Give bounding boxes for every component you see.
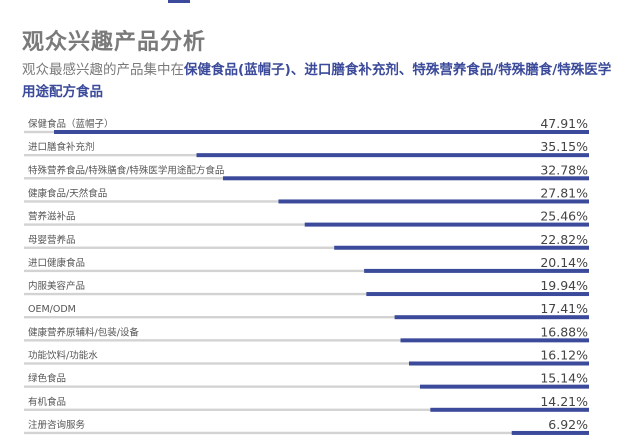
- category-label-0: 保健食品（蓝帽子）: [28, 118, 114, 130]
- bar-5: [334, 245, 589, 250]
- value-label-0: 47.91%: [540, 116, 588, 131]
- value-label-10: 16.12%: [540, 348, 588, 363]
- value-label-7: 19.94%: [540, 278, 588, 293]
- value-label-6: 20.14%: [540, 255, 588, 270]
- value-label-12: 14.21%: [540, 394, 588, 409]
- category-label-10: 功能饮料/功能水: [28, 350, 98, 362]
- bar-track-7: [24, 292, 589, 296]
- category-label-4: 营养滋补品: [28, 211, 76, 223]
- value-label-2: 32.78%: [540, 162, 588, 177]
- category-label-2: 特殊营养食品/特殊膳食/特殊医学用途配方食品: [28, 164, 224, 176]
- category-label-6: 进口健康食品: [28, 257, 85, 269]
- value-label-8: 17.41%: [540, 301, 588, 316]
- value-label-9: 16.88%: [540, 324, 588, 339]
- category-label-5: 母婴营养品: [28, 234, 76, 246]
- bar-10: [409, 361, 589, 366]
- value-label-11: 15.14%: [540, 371, 588, 386]
- bar-2: [222, 176, 589, 181]
- page-subtitle: 观众最感兴趣的产品集中在保健食品(蓝帽子)、进口膳食补充剂、特殊营养食品/特殊膳…: [22, 59, 612, 103]
- value-label-1: 35.15%: [540, 139, 588, 154]
- bar-0: [54, 130, 589, 134]
- category-label-13: 注册咨询服务: [28, 419, 86, 431]
- bar-7: [366, 292, 589, 297]
- bar-track-6: [24, 269, 589, 273]
- bar-track-8: [24, 316, 589, 319]
- bar-track-5: [24, 246, 589, 249]
- bar-4: [304, 222, 589, 227]
- bar-6: [364, 268, 589, 273]
- bar-track-11: [24, 385, 589, 388]
- category-label-11: 绿色食品: [28, 373, 66, 385]
- value-label-13: 6.92%: [548, 417, 588, 432]
- category-label-12: 有机食品: [28, 396, 66, 408]
- bar-12: [430, 407, 589, 412]
- bar-track-13: [24, 431, 589, 435]
- value-label-3: 27.81%: [540, 185, 588, 200]
- bar-track-12: [24, 408, 589, 411]
- bar-8: [394, 315, 589, 320]
- bar-11: [419, 384, 589, 389]
- bar-13: [511, 430, 589, 435]
- subtitle-lead: 观众最感兴趣的产品集中在: [22, 62, 184, 78]
- category-label-7: 内服美容产品: [28, 280, 85, 292]
- value-label-5: 22.82%: [540, 232, 588, 247]
- top-accent-mark: [168, 0, 190, 3]
- page-title: 观众兴趣产品分析: [22, 30, 207, 55]
- category-label-8: OEM/ODM: [28, 304, 76, 315]
- category-label-1: 进口膳食补充剂: [28, 141, 95, 153]
- bar-3: [278, 199, 589, 204]
- category-label-9: 健康营养原辅料/包装/设备: [28, 326, 139, 338]
- bar-track-9: [24, 339, 589, 342]
- bar-1: [196, 153, 589, 158]
- category-label-3: 健康食品/天然食品: [28, 187, 107, 199]
- subtitle-emphasis: 保健食品(蓝帽子)、进口膳食补充剂、特殊营养食品/特殊膳食/特殊医学用途配方食品: [22, 62, 612, 100]
- bar-track-10: [24, 362, 589, 365]
- bar-9: [400, 338, 589, 343]
- value-label-4: 25.46%: [540, 209, 588, 224]
